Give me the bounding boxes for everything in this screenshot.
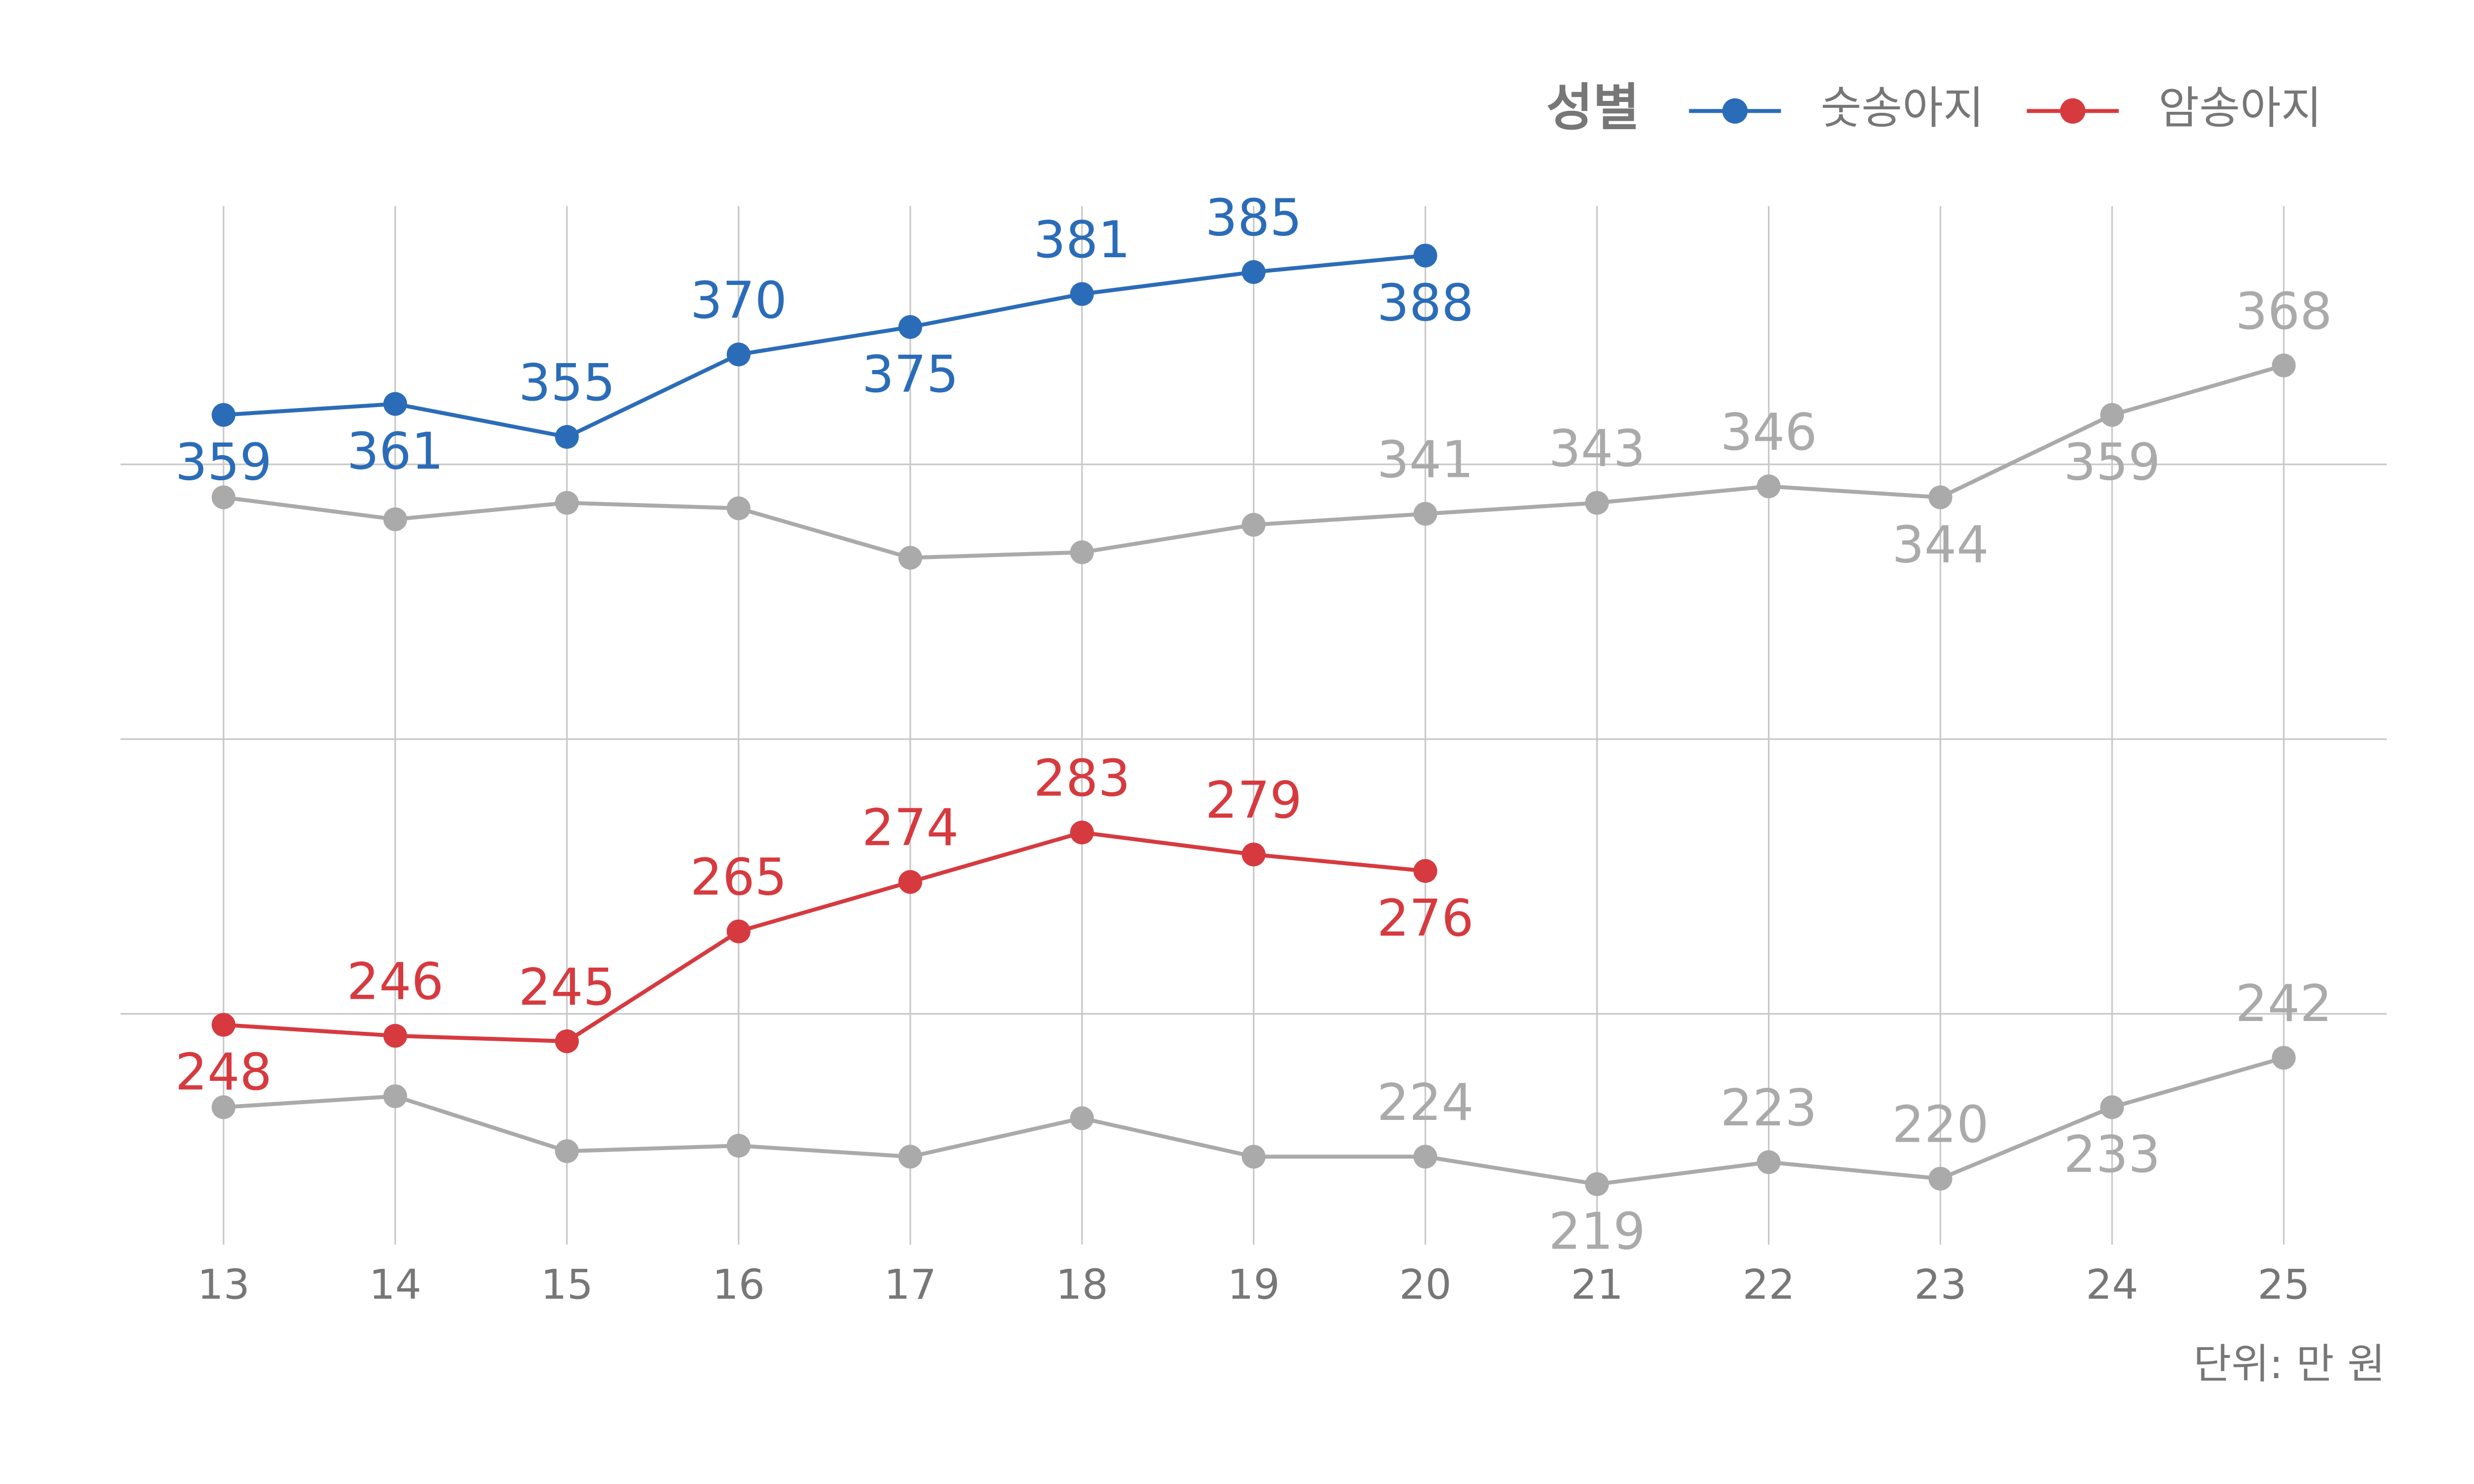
series-line [223, 253, 1426, 439]
data-point [1413, 502, 1437, 526]
data-point [1241, 842, 1266, 867]
data-label: 368 [2236, 282, 2332, 341]
data-point [211, 485, 236, 510]
data-point [555, 1029, 579, 1054]
x-tick-label: 15 [541, 1261, 593, 1309]
data-point [555, 1139, 579, 1163]
data-point [2100, 1095, 2124, 1119]
data-point [555, 425, 579, 449]
data-label: 388 [1377, 274, 1474, 333]
data-label: 343 [1549, 419, 1646, 478]
data-point [383, 507, 407, 531]
x-tick-label: 18 [1056, 1261, 1108, 1309]
data-label: 245 [519, 958, 616, 1017]
x-tick-label: 20 [1399, 1261, 1452, 1309]
data-label: 361 [347, 422, 444, 481]
data-point [211, 1013, 236, 1037]
x-tick-label: 21 [1571, 1261, 1623, 1309]
data-point [1241, 260, 1266, 284]
data-label: 223 [1720, 1079, 1817, 1138]
data-label: 341 [1377, 430, 1474, 489]
legend-label: 암송아지 [2158, 83, 2322, 134]
data-label: 385 [1205, 189, 1302, 248]
x-tick-label: 17 [884, 1261, 937, 1309]
data-label: 242 [2236, 974, 2332, 1033]
data-point [383, 392, 407, 416]
data-label: 224 [1377, 1073, 1474, 1132]
data-label: 359 [2064, 433, 2161, 492]
data-label: 274 [862, 799, 959, 858]
data-label: 248 [175, 1043, 272, 1102]
x-tick-label: 25 [2258, 1261, 2310, 1309]
data-point [211, 1095, 236, 1119]
data-label: 346 [1720, 403, 1817, 462]
x-tick-label: 14 [369, 1261, 422, 1309]
data-point [1413, 243, 1437, 268]
x-tick-label: 23 [1914, 1261, 1967, 1309]
legend-marker [2060, 98, 2086, 124]
x-tick-label: 16 [713, 1261, 765, 1309]
data-label: 246 [347, 953, 444, 1012]
data-point [726, 919, 751, 943]
legend-label: 숫송아지 [1820, 83, 1984, 134]
caption: 단위: 만 원 [2193, 1340, 2385, 1388]
x-tick-label: 22 [1743, 1261, 1795, 1309]
data-point [1757, 474, 1781, 499]
data-point [1241, 1145, 1266, 1169]
data-point [2100, 403, 2124, 427]
data-label: 283 [1034, 749, 1131, 808]
data-label: 381 [1034, 211, 1131, 270]
data-point [1070, 540, 1094, 564]
data-point [1585, 1172, 1609, 1196]
x-tick-label: 19 [1228, 1261, 1280, 1309]
data-point [2272, 353, 2296, 377]
data-point [1757, 1150, 1781, 1174]
data-label: 355 [519, 354, 616, 413]
data-point [1413, 1145, 1437, 1169]
data-label: 219 [1549, 1203, 1646, 1261]
data-point [898, 315, 922, 339]
data-label: 276 [1377, 889, 1474, 948]
data-point [555, 491, 579, 515]
data-point [2272, 1046, 2296, 1070]
data-label: 233 [2064, 1125, 2161, 1184]
data-point [1070, 282, 1094, 306]
data-point [898, 1145, 922, 1169]
data-point [898, 870, 922, 894]
data-point [1241, 512, 1266, 537]
data-point [726, 496, 751, 520]
data-label: 375 [862, 345, 959, 404]
data-point [726, 342, 751, 367]
data-point [1928, 485, 1952, 510]
data-point [1928, 1166, 1952, 1191]
data-point [1413, 859, 1437, 883]
legend-marker [1722, 98, 1748, 124]
data-label: 344 [1892, 515, 1989, 574]
data-label: 279 [1205, 771, 1302, 830]
data-point [383, 1084, 407, 1109]
data-point [1585, 491, 1609, 515]
x-tick-label: 24 [2086, 1261, 2139, 1309]
legend-title: 성별 [1546, 79, 1640, 138]
data-label: 265 [690, 848, 787, 907]
data-point [383, 1023, 407, 1048]
data-label: 359 [175, 433, 272, 492]
data-point [898, 546, 922, 570]
data-point [1070, 1106, 1094, 1130]
data-label: 220 [1892, 1095, 1989, 1154]
x-tick-label: 13 [197, 1261, 250, 1309]
data-label: 370 [690, 271, 787, 330]
data-point [726, 1134, 751, 1158]
series-line [223, 830, 1426, 1044]
data-point [1070, 820, 1094, 844]
data-point [211, 403, 236, 427]
